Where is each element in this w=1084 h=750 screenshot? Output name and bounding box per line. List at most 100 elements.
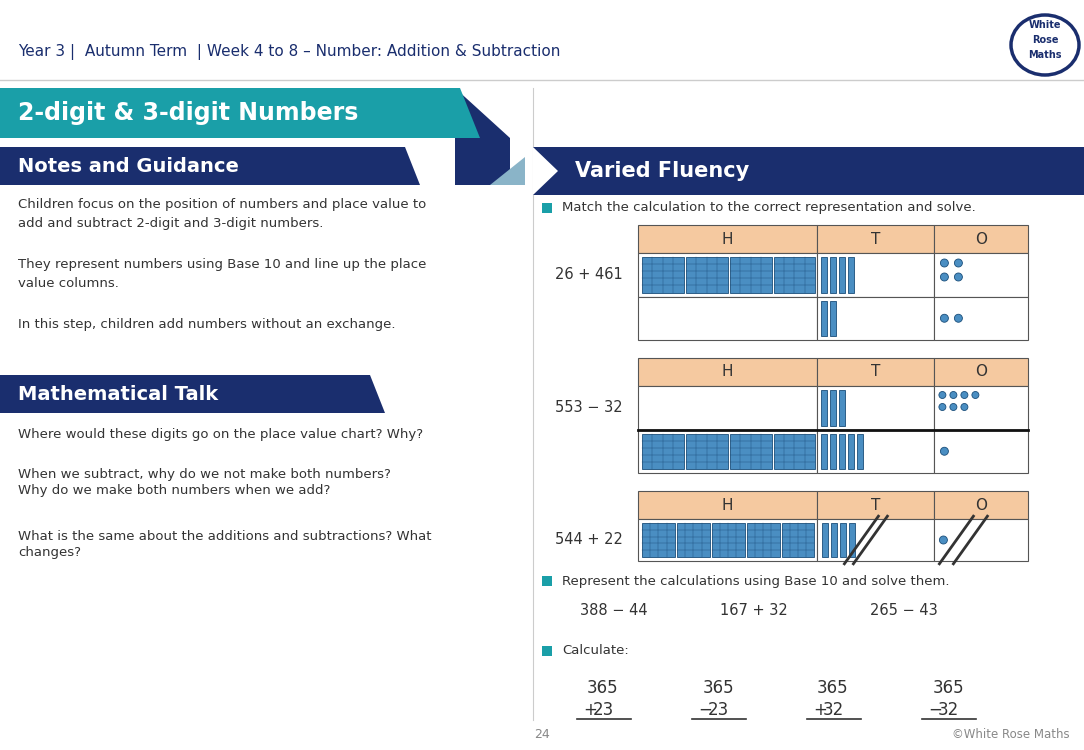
Polygon shape xyxy=(455,88,509,185)
Bar xyxy=(830,390,837,425)
Circle shape xyxy=(960,392,968,398)
Circle shape xyxy=(941,273,948,281)
Circle shape xyxy=(941,314,948,322)
Bar xyxy=(730,433,772,469)
Text: 167 + 32: 167 + 32 xyxy=(720,603,788,618)
Circle shape xyxy=(950,404,957,410)
Bar xyxy=(817,491,934,519)
Circle shape xyxy=(941,259,948,267)
Text: 544 + 22: 544 + 22 xyxy=(555,532,623,548)
Text: H: H xyxy=(722,497,734,512)
Text: 23: 23 xyxy=(592,701,614,719)
Bar xyxy=(830,301,837,336)
Bar xyxy=(638,491,817,519)
Bar xyxy=(831,523,838,557)
Circle shape xyxy=(940,536,947,544)
Bar xyxy=(686,257,727,292)
Bar xyxy=(817,386,934,430)
Bar xyxy=(638,253,817,296)
Polygon shape xyxy=(490,157,525,185)
Bar xyxy=(817,225,934,253)
Circle shape xyxy=(939,404,946,410)
Bar xyxy=(638,386,817,430)
Bar xyxy=(638,358,817,386)
Bar xyxy=(934,386,1028,430)
Bar xyxy=(0,147,380,185)
Text: ©White Rose Maths: ©White Rose Maths xyxy=(953,728,1070,742)
Text: H: H xyxy=(722,364,734,380)
Text: Year 3 |  Autumn Term  | Week 4 to 8 – Number: Addition & Subtraction: Year 3 | Autumn Term | Week 4 to 8 – Num… xyxy=(18,44,560,60)
Bar xyxy=(542,575,553,586)
Text: 32: 32 xyxy=(823,701,843,719)
Polygon shape xyxy=(380,147,420,185)
Bar xyxy=(638,430,817,473)
Bar xyxy=(642,433,684,469)
Bar xyxy=(542,646,553,656)
Bar xyxy=(817,430,934,473)
Ellipse shape xyxy=(1011,15,1079,75)
Text: T: T xyxy=(872,364,880,380)
Bar xyxy=(774,257,815,292)
Bar xyxy=(934,225,1028,253)
Text: O: O xyxy=(976,364,988,380)
Bar xyxy=(676,523,710,557)
Bar xyxy=(638,296,817,340)
Circle shape xyxy=(941,447,948,455)
Text: 365: 365 xyxy=(702,679,734,697)
Bar xyxy=(542,202,553,214)
Bar xyxy=(822,433,827,469)
Text: 553 − 32: 553 − 32 xyxy=(555,400,622,416)
Bar xyxy=(817,358,934,386)
Bar xyxy=(822,301,827,336)
Bar xyxy=(712,523,745,557)
Text: 365: 365 xyxy=(817,679,849,697)
Polygon shape xyxy=(533,147,558,195)
Bar xyxy=(822,390,827,425)
Text: 2-digit & 3-digit Numbers: 2-digit & 3-digit Numbers xyxy=(18,101,359,125)
Bar xyxy=(0,80,1084,750)
Bar xyxy=(730,257,772,292)
Text: T: T xyxy=(872,497,880,512)
Bar xyxy=(857,433,863,469)
Text: Calculate:: Calculate: xyxy=(562,644,629,658)
Bar xyxy=(686,433,727,469)
Bar xyxy=(850,523,855,557)
Bar xyxy=(642,257,684,292)
Text: They represent numbers using Base 10 and line up the place
value columns.: They represent numbers using Base 10 and… xyxy=(18,258,426,290)
Bar xyxy=(849,257,854,292)
Text: 23: 23 xyxy=(708,701,728,719)
Bar xyxy=(934,430,1028,473)
Bar xyxy=(642,523,675,557)
Bar xyxy=(0,80,1084,750)
Circle shape xyxy=(954,259,963,267)
Text: 365: 365 xyxy=(588,679,619,697)
Text: O: O xyxy=(976,497,988,512)
Text: H: H xyxy=(722,232,734,247)
Bar xyxy=(849,433,854,469)
Bar xyxy=(839,390,846,425)
Text: Mathematical Talk: Mathematical Talk xyxy=(18,385,218,404)
Text: +: + xyxy=(813,701,827,719)
Text: When we subtract, why do we not make both numbers?: When we subtract, why do we not make bot… xyxy=(18,468,391,481)
Text: What is the same about the additions and subtractions? What: What is the same about the additions and… xyxy=(18,530,431,543)
Text: 388 − 44: 388 − 44 xyxy=(580,603,647,618)
Text: In this step, children add numbers without an exchange.: In this step, children add numbers witho… xyxy=(18,318,396,331)
Bar xyxy=(0,88,440,138)
Bar xyxy=(817,253,934,296)
Bar xyxy=(817,519,934,561)
Circle shape xyxy=(960,404,968,410)
Bar xyxy=(934,491,1028,519)
Text: +: + xyxy=(583,701,597,719)
Circle shape xyxy=(939,392,946,398)
Bar xyxy=(840,523,847,557)
Text: −: − xyxy=(698,701,712,719)
Text: 265 − 43: 265 − 43 xyxy=(870,603,938,618)
Bar xyxy=(822,257,827,292)
Bar xyxy=(638,225,817,253)
Text: Maths: Maths xyxy=(1029,50,1061,60)
Text: −: − xyxy=(928,701,942,719)
Text: Where would these digits go on the place value chart? Why?: Where would these digits go on the place… xyxy=(18,428,423,441)
Bar xyxy=(839,433,846,469)
Bar xyxy=(747,523,779,557)
Text: O: O xyxy=(976,232,988,247)
